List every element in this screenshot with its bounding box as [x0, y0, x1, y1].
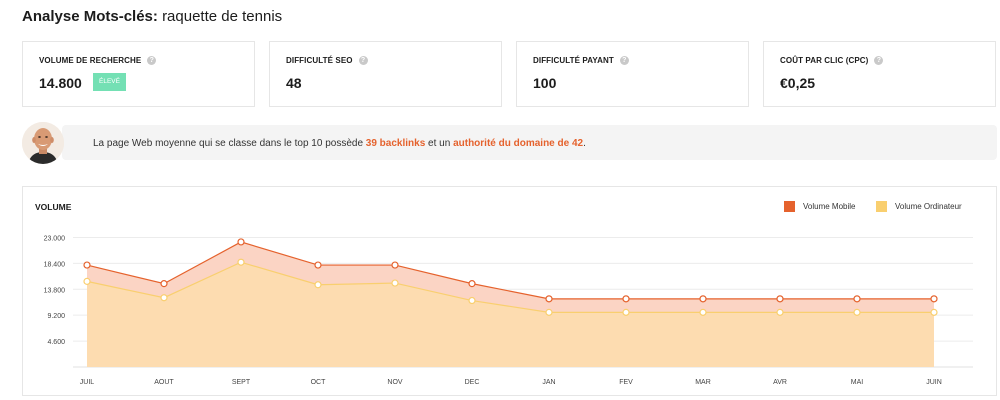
card-value: 100: [533, 75, 557, 91]
card-value: 48: [286, 75, 302, 91]
desktop-volume-point: [622, 308, 630, 316]
x-tick-label: DEC: [465, 379, 480, 386]
mobile-volume-point: [160, 280, 168, 288]
y-tick-label: 9.200: [47, 313, 65, 320]
tip-backlinks: 39 backlinks: [365, 138, 426, 149]
tip-text-end: .: [583, 138, 586, 149]
desktop-volume-line: [86, 261, 934, 313]
card-seo-difficulty: DIFFICULTÉ SEO ? 48: [269, 41, 502, 107]
y-tick-label: 18.400: [44, 261, 66, 268]
mobile-volume-point: [237, 238, 245, 246]
desktop-volume-point: [83, 277, 91, 285]
desktop-volume-point: [391, 279, 399, 287]
tip-text-middle: et un: [425, 138, 454, 149]
desktop-volume-point: [468, 296, 476, 305]
card-label: COÛT PAR CLIC (CPC) ?: [780, 56, 884, 65]
x-tick-label: SEPT: [232, 379, 251, 386]
x-tick-label: NOV: [387, 379, 403, 386]
tip-domain-authority: authorité du domaine de 42: [453, 138, 584, 149]
tip-bubble: La page Web moyenne qui se classe dans l…: [54, 125, 997, 160]
desktop-volume-point: [853, 308, 861, 316]
help-icon[interactable]: ?: [358, 56, 368, 65]
legend-swatch: [876, 201, 887, 212]
page-title-prefix: Analyse Mots-clés:: [22, 8, 158, 25]
x-tick-label: MAI: [851, 379, 864, 386]
legend-swatch: [784, 201, 795, 212]
mobile-volume-point: [314, 261, 322, 269]
legend-label: Volume Mobile: [803, 202, 856, 211]
desktop-volume-point: [545, 308, 553, 316]
desktop-volume-point: [776, 308, 784, 316]
metrics-cards: VOLUME DE RECHERCHE ? 14.800 ÉLEVÉ DIFFI…: [22, 41, 997, 107]
x-tick-label: OCT: [311, 379, 327, 386]
tip-banner: La page Web moyenne qui se classe dans l…: [22, 122, 997, 164]
x-tick-label: JUIL: [80, 379, 95, 386]
chart-title: VOLUME: [35, 202, 72, 212]
card-label-text: COÛT PAR CLIC (CPC): [780, 56, 869, 65]
mobile-volume-line: [86, 241, 934, 300]
desktop-volume-point: [699, 308, 707, 316]
x-tick-label: AOUT: [154, 379, 174, 386]
status-badge: ÉLEVÉ: [93, 73, 126, 91]
legend-item-desktop[interactable]: Volume Ordinateur: [876, 201, 962, 212]
desktop-volume-point: [237, 258, 245, 266]
y-tick-label: 23.000: [44, 235, 66, 242]
card-label: VOLUME DE RECHERCHE ?: [39, 56, 157, 65]
card-label: DIFFICULTÉ PAYANT ?: [533, 56, 629, 65]
mobile-volume-point: [83, 261, 91, 269]
x-tick-label: FEV: [619, 379, 633, 386]
mobile-volume-point: [545, 295, 553, 303]
card-label-text: DIFFICULTÉ SEO: [286, 56, 353, 65]
mobile-volume-point: [930, 295, 938, 303]
card-value: €0,25: [780, 75, 816, 91]
page-title-keyword: raquette de tennis: [162, 8, 283, 25]
desktop-volume-point: [314, 281, 322, 289]
desktop-volume-point: [930, 308, 938, 316]
help-icon[interactable]: ?: [874, 56, 884, 65]
mobile-volume-point: [468, 280, 476, 288]
card-label: DIFFICULTÉ SEO ?: [286, 56, 368, 65]
card-label-text: DIFFICULTÉ PAYANT: [533, 56, 614, 65]
mobile-volume-point: [699, 295, 707, 303]
help-icon[interactable]: ?: [147, 56, 157, 65]
card-cpc: COÛT PAR CLIC (CPC) ? €0,25: [763, 41, 996, 107]
page-title: Analyse Mots-clés: raquette de tennis: [22, 8, 282, 25]
legend-label: Volume Ordinateur: [895, 202, 962, 211]
card-paid-difficulty: DIFFICULTÉ PAYANT ? 100: [516, 41, 749, 107]
x-tick-label: AVR: [773, 379, 787, 386]
y-tick-label: 4.600: [47, 339, 65, 346]
mobile-volume-point: [853, 295, 861, 303]
card-search-volume: VOLUME DE RECHERCHE ? 14.800 ÉLEVÉ: [22, 41, 255, 107]
x-tick-label: JAN: [542, 379, 555, 386]
volume-chart: 4.600 9.200 13.800 18.400 23.000 JUIL AOUT SEPT…: [44, 235, 973, 386]
help-icon[interactable]: ?: [619, 56, 629, 65]
desktop-volume-point: [160, 294, 168, 302]
card-value: 14.800: [39, 75, 82, 91]
mobile-volume-point: [776, 295, 784, 303]
legend-item-mobile[interactable]: Volume Mobile: [784, 201, 855, 212]
x-tick-label: MAR: [695, 379, 711, 386]
card-label-text: VOLUME DE RECHERCHE: [39, 56, 142, 65]
mobile-volume-point: [622, 295, 630, 303]
avatar-portrait: [22, 122, 64, 164]
avatar: [22, 122, 64, 164]
volume-chart-card: VOLUME Volume Mobile Volume Ordinateur 4…: [22, 186, 997, 396]
tip-text-start: La page Web moyenne qui se classe dans l…: [93, 138, 366, 149]
x-tick-label: JUIN: [926, 379, 942, 386]
y-tick-label: 13.800: [44, 287, 66, 294]
tip-text: La page Web moyenne qui se classe dans l…: [93, 138, 586, 149]
desktop-volume-area: [87, 262, 934, 367]
mobile-volume-point: [391, 261, 399, 269]
